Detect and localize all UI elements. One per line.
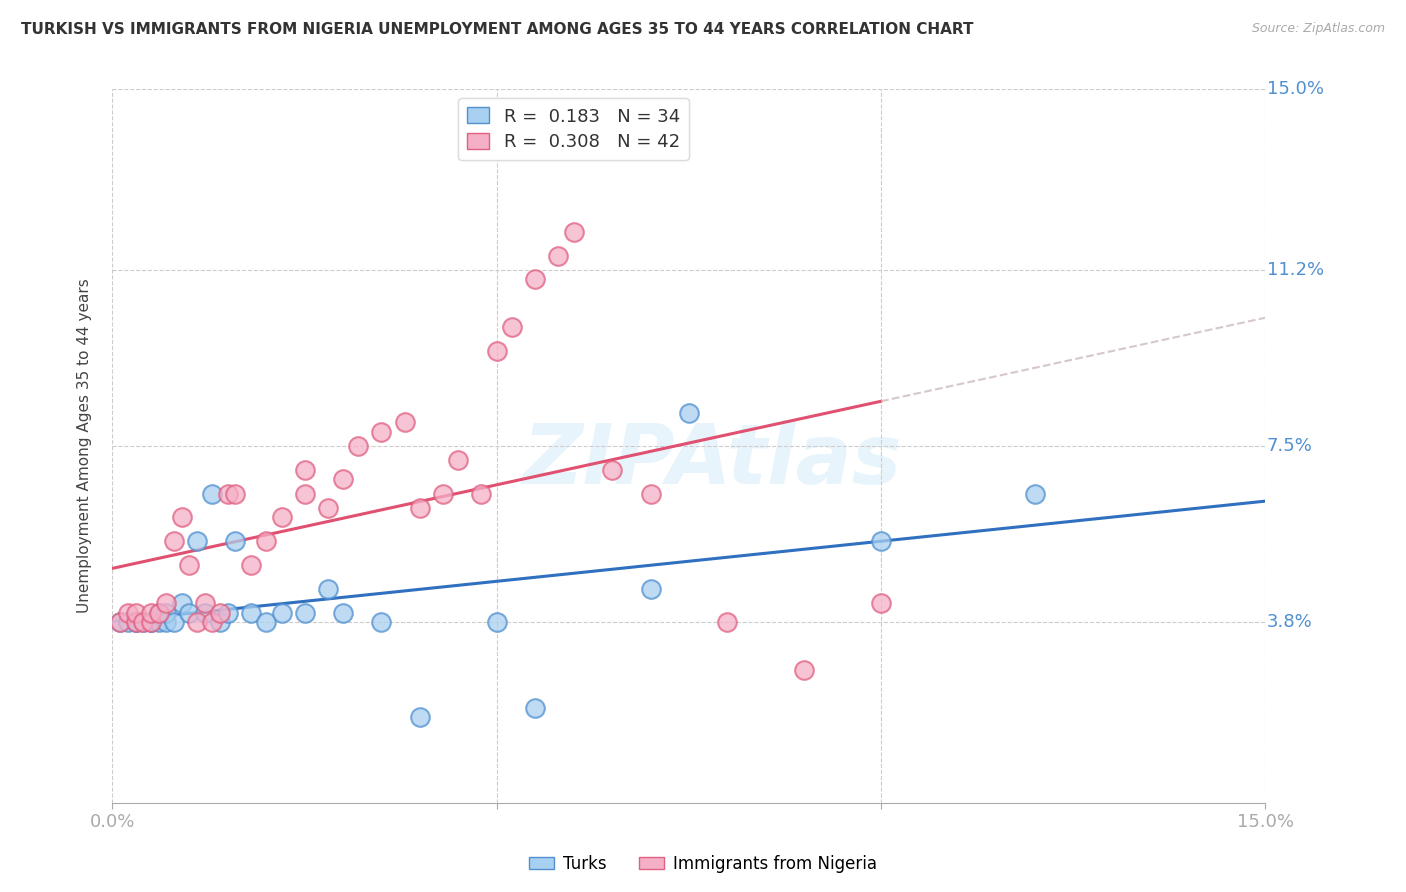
Point — [640, 486, 662, 500]
Point — [294, 463, 316, 477]
Point — [254, 534, 277, 549]
Point — [124, 615, 146, 629]
Point — [239, 558, 262, 572]
Point — [179, 558, 201, 572]
Point — [347, 439, 370, 453]
Point — [394, 415, 416, 429]
Point — [132, 615, 155, 629]
Legend: Turks, Immigrants from Nigeria: Turks, Immigrants from Nigeria — [523, 848, 883, 880]
Point — [155, 615, 177, 629]
Point — [209, 606, 232, 620]
Point — [332, 472, 354, 486]
Point — [793, 663, 815, 677]
Text: 15.0%: 15.0% — [1267, 80, 1323, 98]
Point — [678, 406, 700, 420]
Point — [155, 606, 177, 620]
Point — [547, 249, 569, 263]
Point — [562, 225, 585, 239]
Point — [501, 320, 523, 334]
Point — [132, 615, 155, 629]
Point — [254, 615, 277, 629]
Point — [170, 596, 193, 610]
Point — [124, 606, 146, 620]
Point — [316, 500, 339, 515]
Point — [108, 615, 131, 629]
Point — [217, 486, 239, 500]
Text: 3.8%: 3.8% — [1267, 613, 1312, 631]
Point — [201, 615, 224, 629]
Point — [524, 700, 547, 714]
Text: TURKISH VS IMMIGRANTS FROM NIGERIA UNEMPLOYMENT AMONG AGES 35 TO 44 YEARS CORREL: TURKISH VS IMMIGRANTS FROM NIGERIA UNEMP… — [21, 22, 973, 37]
Point — [316, 582, 339, 596]
Point — [194, 606, 217, 620]
Point — [186, 534, 208, 549]
Point — [270, 606, 292, 620]
Point — [139, 615, 162, 629]
Point — [209, 615, 232, 629]
Point — [447, 453, 470, 467]
Y-axis label: Unemployment Among Ages 35 to 44 years: Unemployment Among Ages 35 to 44 years — [77, 278, 91, 614]
Point — [201, 486, 224, 500]
Point — [432, 486, 454, 500]
Text: Source: ZipAtlas.com: Source: ZipAtlas.com — [1251, 22, 1385, 36]
Point — [409, 710, 432, 724]
Point — [124, 615, 146, 629]
Point — [148, 606, 170, 620]
Point — [270, 510, 292, 524]
Point — [117, 606, 139, 620]
Point — [870, 534, 893, 549]
Point — [139, 615, 162, 629]
Point — [1024, 486, 1046, 500]
Point — [117, 615, 139, 629]
Point — [239, 606, 262, 620]
Point — [870, 596, 893, 610]
Point — [179, 606, 201, 620]
Legend: R =  0.183   N = 34, R =  0.308   N = 42: R = 0.183 N = 34, R = 0.308 N = 42 — [458, 98, 689, 160]
Point — [139, 615, 162, 629]
Point — [294, 486, 316, 500]
Point — [148, 606, 170, 620]
Point — [163, 534, 186, 549]
Point — [640, 582, 662, 596]
Point — [163, 615, 186, 629]
Point — [600, 463, 623, 477]
Point — [716, 615, 738, 629]
Point — [370, 615, 392, 629]
Point — [370, 425, 392, 439]
Point — [224, 534, 246, 549]
Point — [155, 596, 177, 610]
Point — [524, 272, 547, 286]
Point — [148, 615, 170, 629]
Point — [470, 486, 492, 500]
Text: ZIPAtlas: ZIPAtlas — [522, 420, 901, 500]
Point — [485, 343, 508, 358]
Point — [409, 500, 432, 515]
Point — [170, 510, 193, 524]
Point — [108, 615, 131, 629]
Point — [332, 606, 354, 620]
Point — [294, 606, 316, 620]
Text: 11.2%: 11.2% — [1267, 261, 1323, 279]
Point — [224, 486, 246, 500]
Point — [485, 615, 508, 629]
Point — [194, 596, 217, 610]
Point — [139, 606, 162, 620]
Point — [217, 606, 239, 620]
Point — [186, 615, 208, 629]
Text: 7.5%: 7.5% — [1267, 437, 1312, 455]
Point — [124, 615, 146, 629]
